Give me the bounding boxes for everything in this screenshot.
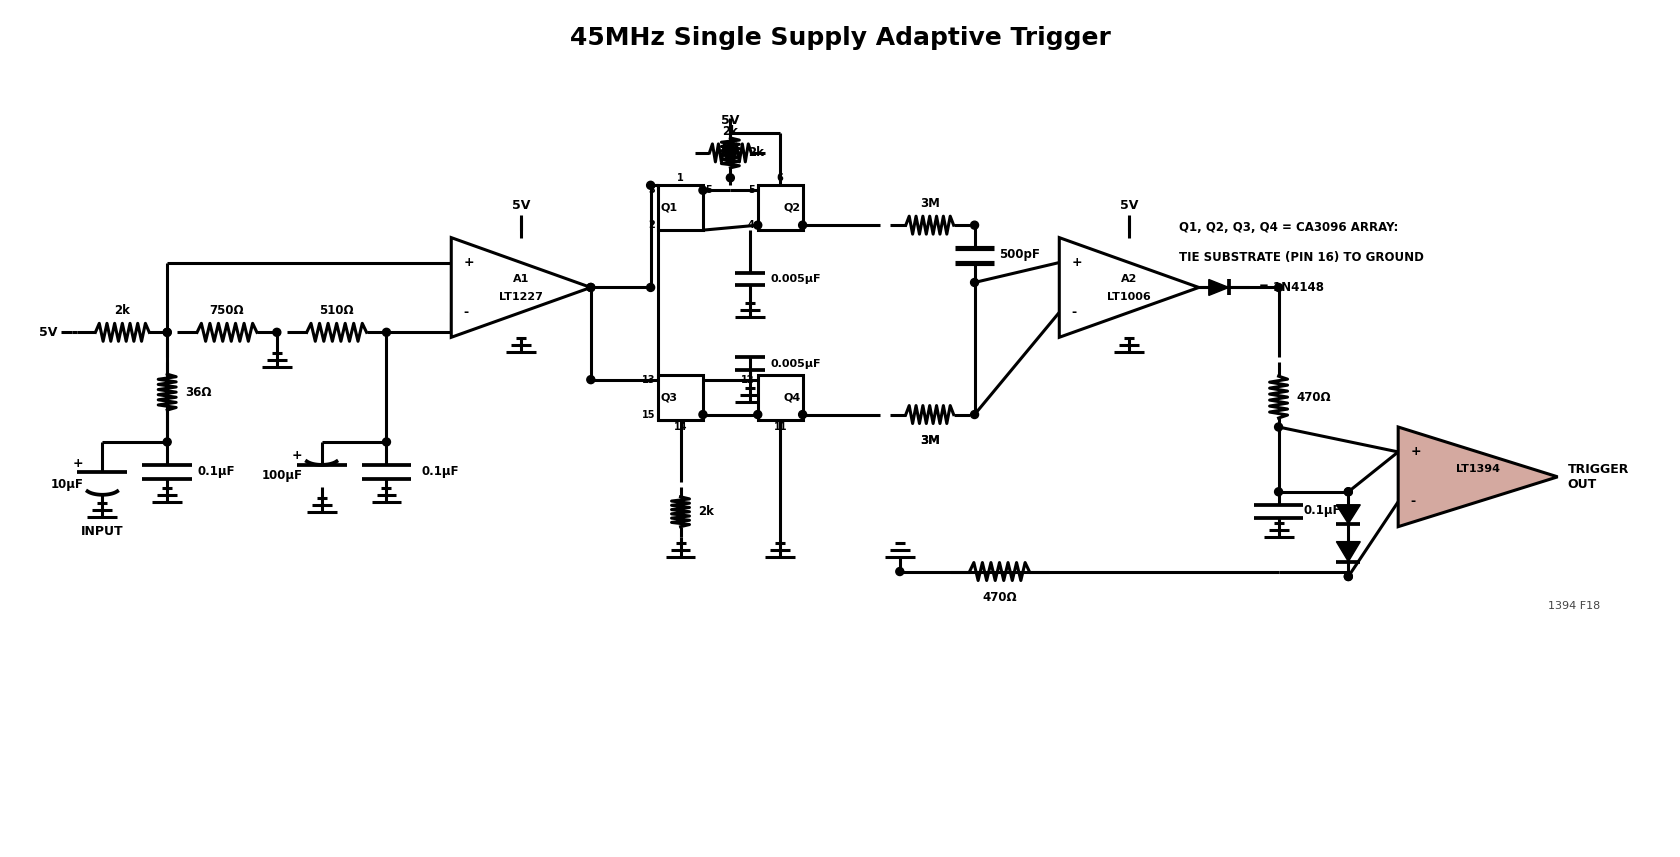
Text: TRIGGER
OUT: TRIGGER OUT (1567, 463, 1630, 491)
Text: 0.005μF: 0.005μF (769, 274, 822, 284)
Polygon shape (1060, 237, 1200, 338)
Circle shape (163, 438, 171, 446)
FancyBboxPatch shape (758, 185, 803, 231)
Text: -: - (1072, 306, 1077, 319)
Text: 3: 3 (648, 185, 655, 195)
Text: 10μF: 10μF (50, 478, 84, 491)
Text: LT1006: LT1006 (1107, 292, 1151, 303)
Text: 5: 5 (706, 185, 712, 195)
Text: 2k: 2k (114, 304, 131, 317)
Text: 3M: 3M (919, 197, 939, 210)
Text: 5V: 5V (512, 199, 531, 212)
Text: 500pF: 500pF (1000, 248, 1040, 261)
Text: TIE SUBSTRATE (PIN 16) TO GROUND: TIE SUBSTRATE (PIN 16) TO GROUND (1179, 251, 1423, 264)
Text: 2k: 2k (748, 147, 764, 159)
Circle shape (1344, 488, 1352, 496)
Circle shape (798, 221, 806, 229)
Circle shape (383, 328, 390, 336)
FancyBboxPatch shape (758, 375, 803, 420)
Circle shape (163, 328, 171, 336)
Circle shape (586, 375, 595, 384)
Text: 750Ω: 750Ω (210, 304, 244, 317)
Text: INPUT: INPUT (81, 525, 124, 538)
Circle shape (754, 221, 761, 229)
Text: A2: A2 (1121, 274, 1137, 285)
Text: 13: 13 (642, 375, 655, 385)
Text: 3M: 3M (919, 434, 939, 447)
Circle shape (726, 174, 734, 182)
Text: 14: 14 (674, 422, 687, 432)
Text: Q3: Q3 (660, 393, 677, 402)
Text: 470Ω: 470Ω (1297, 391, 1331, 404)
Circle shape (1344, 488, 1352, 496)
FancyBboxPatch shape (659, 185, 702, 231)
Circle shape (272, 328, 281, 336)
Circle shape (895, 567, 904, 576)
Text: 0.1μF: 0.1μF (197, 465, 235, 478)
Text: 5V: 5V (39, 326, 57, 339)
Polygon shape (1398, 427, 1557, 527)
Circle shape (586, 284, 595, 291)
Text: 470Ω: 470Ω (983, 591, 1016, 604)
Text: -: - (1410, 495, 1415, 508)
Circle shape (1275, 488, 1282, 496)
Text: 2k: 2k (699, 506, 714, 518)
Text: +: + (72, 457, 82, 470)
Circle shape (699, 186, 707, 195)
Text: +: + (1072, 256, 1082, 269)
Circle shape (586, 284, 595, 291)
Circle shape (383, 438, 390, 446)
Text: +: + (1410, 446, 1421, 458)
Text: Q1, Q2, Q3, Q4 = CA3096 ARRAY:: Q1, Q2, Q3, Q4 = CA3096 ARRAY: (1179, 221, 1398, 234)
Text: 510Ω: 510Ω (319, 304, 354, 317)
Text: 2k: 2k (722, 125, 738, 138)
Text: 5V: 5V (1121, 199, 1139, 212)
Circle shape (971, 279, 978, 286)
Polygon shape (1336, 505, 1361, 524)
Text: 2: 2 (648, 220, 655, 231)
Text: 6: 6 (776, 173, 783, 183)
Text: +: + (291, 449, 302, 462)
Text: LT1227: LT1227 (499, 292, 543, 303)
Text: 0.1μF: 0.1μF (422, 465, 459, 478)
Circle shape (1275, 423, 1282, 431)
Text: Q4: Q4 (783, 393, 800, 402)
Text: 5: 5 (748, 185, 754, 195)
Text: = 1N4148: = 1N4148 (1258, 281, 1324, 294)
Text: 0.1μF: 0.1μF (1304, 504, 1341, 518)
Circle shape (798, 411, 806, 418)
Circle shape (647, 284, 655, 291)
Circle shape (699, 411, 707, 418)
Text: Q1: Q1 (660, 203, 677, 213)
Text: Q2: Q2 (783, 203, 800, 213)
Text: 45MHz Single Supply Adaptive Trigger: 45MHz Single Supply Adaptive Trigger (570, 27, 1110, 51)
Text: 4: 4 (748, 220, 754, 231)
Text: -: - (464, 306, 469, 319)
Circle shape (971, 221, 978, 229)
Polygon shape (452, 237, 591, 338)
Text: 1: 1 (677, 173, 684, 183)
Text: 0.005μF: 0.005μF (769, 359, 822, 369)
Circle shape (971, 411, 978, 418)
Text: 100μF: 100μF (262, 470, 302, 482)
Circle shape (1275, 284, 1282, 291)
Text: 1394 F18: 1394 F18 (1547, 602, 1599, 611)
FancyBboxPatch shape (659, 375, 702, 420)
Circle shape (647, 182, 655, 189)
Circle shape (754, 411, 761, 418)
Text: LT1394: LT1394 (1457, 464, 1500, 474)
Text: 5V: 5V (721, 114, 739, 127)
Text: 15: 15 (642, 410, 655, 420)
Polygon shape (1210, 279, 1228, 296)
Text: A1: A1 (512, 274, 529, 285)
Text: 3M: 3M (919, 434, 939, 447)
Circle shape (1344, 572, 1352, 580)
Text: +: + (464, 256, 474, 269)
Circle shape (1344, 572, 1352, 580)
Text: 11: 11 (773, 422, 786, 432)
Polygon shape (1336, 542, 1361, 561)
Text: 12: 12 (741, 375, 754, 385)
Text: 36Ω: 36Ω (185, 386, 212, 399)
Circle shape (163, 328, 171, 336)
